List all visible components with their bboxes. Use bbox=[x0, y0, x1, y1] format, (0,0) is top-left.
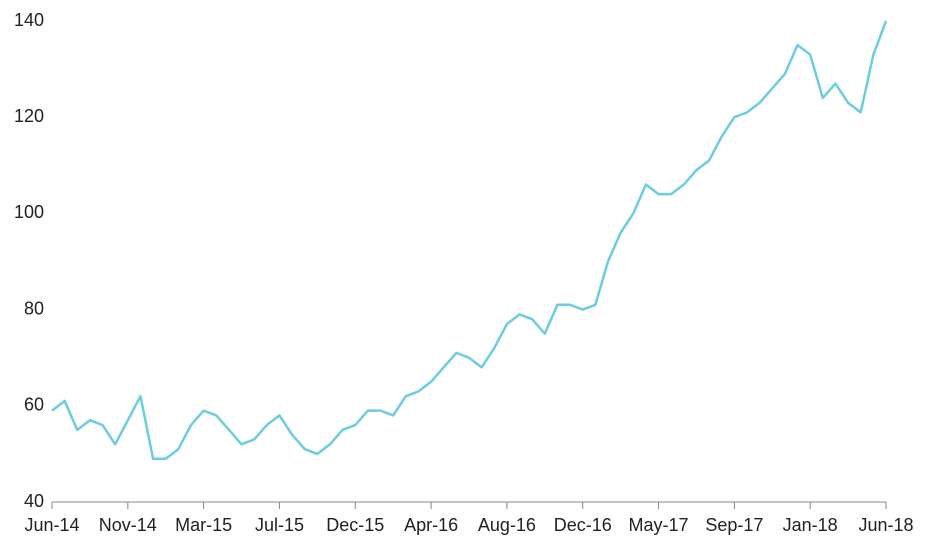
x-tick-label: Apr-16 bbox=[404, 515, 458, 535]
x-tick-label: Dec-15 bbox=[326, 515, 384, 535]
data-line bbox=[51, 20, 888, 460]
y-tick-label: 60 bbox=[24, 395, 44, 415]
x-tick-label: Jun-18 bbox=[858, 515, 913, 535]
x-tick-label: Dec-16 bbox=[554, 515, 612, 535]
y-tick-label: 120 bbox=[14, 106, 44, 126]
x-tick-label: May-17 bbox=[629, 515, 689, 535]
x-tick-label: Jan-18 bbox=[783, 515, 838, 535]
x-tick-label: Sep-17 bbox=[705, 515, 763, 535]
y-tick-label: 100 bbox=[14, 202, 44, 222]
y-tick-label: 80 bbox=[24, 298, 44, 318]
y-tick-label: 40 bbox=[24, 491, 44, 511]
x-tick-label: Mar-15 bbox=[175, 515, 232, 535]
y-tick-label: 140 bbox=[14, 10, 44, 30]
x-tick-label: Jul-15 bbox=[255, 515, 304, 535]
x-tick-label: Aug-16 bbox=[478, 515, 536, 535]
x-tick-label: Jun-14 bbox=[24, 515, 79, 535]
x-tick-label: Nov-14 bbox=[99, 515, 157, 535]
